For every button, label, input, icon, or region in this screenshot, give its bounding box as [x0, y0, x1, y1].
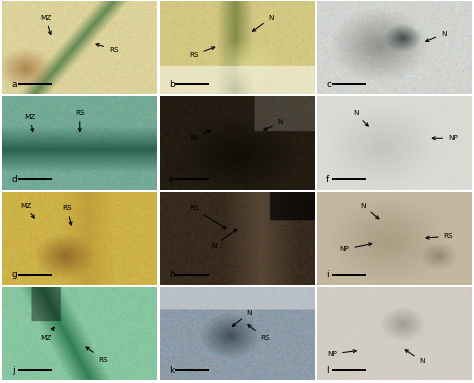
- Text: N: N: [353, 110, 368, 126]
- Text: N: N: [361, 203, 379, 219]
- Text: RS: RS: [426, 233, 453, 239]
- Text: MZ: MZ: [40, 327, 54, 341]
- Text: c: c: [326, 80, 331, 89]
- Text: i: i: [326, 270, 328, 279]
- Text: d: d: [12, 175, 18, 184]
- Text: MZ: MZ: [25, 114, 36, 131]
- Text: RS: RS: [96, 44, 118, 52]
- Text: l: l: [326, 365, 328, 375]
- Text: k: k: [169, 365, 174, 375]
- Text: e: e: [169, 175, 174, 184]
- Text: N: N: [232, 310, 252, 326]
- Text: j: j: [12, 365, 14, 375]
- Text: N: N: [253, 15, 274, 31]
- Text: g: g: [12, 270, 18, 279]
- Text: N: N: [405, 350, 425, 365]
- Text: MZ: MZ: [40, 15, 51, 34]
- Text: h: h: [169, 270, 174, 279]
- Text: RS: RS: [189, 205, 226, 229]
- Text: MZ: MZ: [20, 203, 34, 218]
- Text: NP: NP: [328, 350, 356, 357]
- Text: f: f: [326, 175, 329, 184]
- Text: RS: RS: [86, 347, 108, 363]
- Text: RS: RS: [189, 131, 210, 141]
- Text: RS: RS: [248, 325, 270, 341]
- Text: NP: NP: [340, 243, 372, 252]
- Text: RS: RS: [75, 110, 84, 131]
- Text: a: a: [12, 80, 17, 89]
- Text: RS: RS: [189, 47, 215, 58]
- Text: N: N: [426, 31, 447, 42]
- Text: N: N: [264, 119, 283, 130]
- Text: b: b: [169, 80, 174, 89]
- Text: NP: NP: [432, 135, 458, 141]
- Text: N: N: [211, 229, 237, 249]
- Text: RS: RS: [63, 205, 72, 225]
